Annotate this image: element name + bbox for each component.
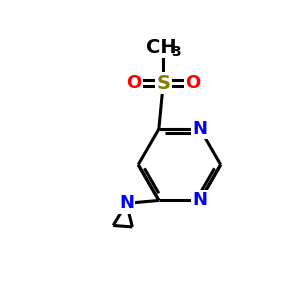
Text: O: O: [185, 74, 200, 92]
Text: O: O: [126, 74, 141, 92]
Text: S: S: [156, 74, 170, 93]
Text: 3: 3: [171, 46, 180, 59]
Text: N: N: [119, 194, 134, 212]
Text: N: N: [193, 191, 208, 209]
Text: N: N: [193, 120, 208, 138]
Text: CH: CH: [146, 38, 177, 57]
